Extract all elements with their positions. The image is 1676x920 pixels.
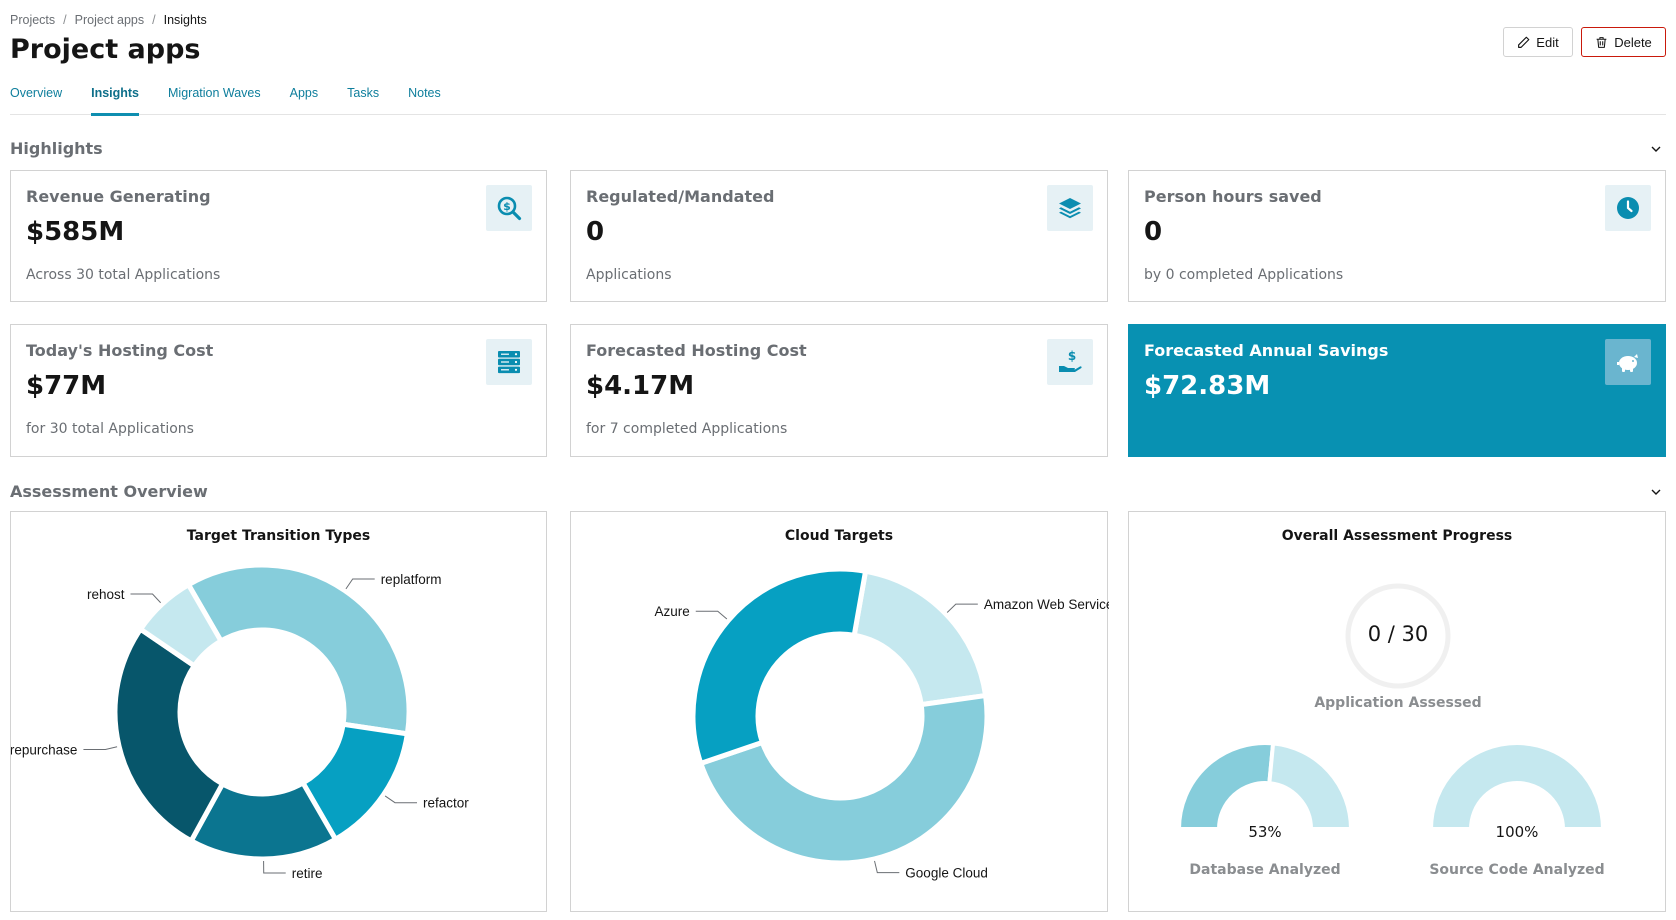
- tab-overview[interactable]: Overview: [10, 86, 63, 100]
- leader-line-google-cloud: [874, 860, 900, 874]
- overall-assessment-progress-card: Overall Assessment Progress 0 / 30 Appli…: [1128, 511, 1666, 912]
- legend-label-refactor: refactor: [423, 796, 469, 811]
- chevron-down-icon[interactable]: [1650, 143, 1662, 155]
- person-hours-saved-card: Person hours saved 0 by 0 completed Appl…: [1128, 170, 1666, 302]
- card-label: Revenue Generating: [26, 187, 211, 206]
- card-value: $585M: [26, 217, 125, 247]
- tab-insights[interactable]: Insights: [91, 86, 139, 116]
- trash-icon: [1596, 36, 1607, 48]
- progress-label: Application Assessed: [1314, 695, 1482, 711]
- card-value: $72.83M: [1144, 371, 1271, 401]
- chevron-down-icon[interactable]: [1650, 486, 1662, 498]
- card-label: Forecasted Annual Savings: [1144, 341, 1389, 360]
- cloud-donut: Amazon Web Services Google Cloud Azure: [654, 566, 1109, 881]
- hand-dollar-icon: $: [1047, 339, 1093, 385]
- card-subtext: for 30 total Applications: [26, 421, 194, 437]
- breadcrumb-separator: /: [63, 13, 67, 27]
- slice-replatform[interactable]: [185, 562, 412, 737]
- breadcrumb: Projects / Project apps / Insights: [10, 13, 207, 27]
- leader-line-retire: [263, 860, 286, 874]
- todays-hosting-cost-card: Today's Hosting Cost $77M for 30 total A…: [10, 324, 547, 457]
- layers-icon: [1047, 185, 1093, 231]
- leader-line-repurchase: [83, 746, 118, 751]
- target-transition-types-chart: Target Transition Types replatform refact…: [10, 511, 547, 912]
- breadcrumb-separator: /: [152, 13, 156, 27]
- card-label: Regulated/Mandated: [586, 187, 775, 206]
- highlights-title: Highlights: [10, 139, 103, 158]
- cloud-targets-chart: Cloud Targets Amazon Web Services Google …: [570, 511, 1109, 912]
- gauge-segment-remaining: [1267, 741, 1354, 831]
- clock-icon: [1605, 185, 1651, 231]
- svg-text:$: $: [1068, 349, 1076, 363]
- revenue-generating-card: Revenue Generating $585M Across 30 total…: [10, 170, 547, 302]
- tab-migration-waves[interactable]: Migration Waves: [168, 86, 261, 100]
- server-icon: [486, 339, 532, 385]
- piggy-bank-icon: [1605, 339, 1651, 385]
- breadcrumb-insights: Insights: [163, 13, 207, 27]
- card-value: $4.17M: [586, 371, 695, 401]
- search-dollar-icon: $: [486, 185, 532, 231]
- card-subtext: Applications: [586, 267, 672, 283]
- gauge-segment-analyzed: [1428, 741, 1606, 831]
- pencil-icon: [1518, 36, 1530, 48]
- leader-line-azure: [695, 610, 728, 620]
- source-gauge-value: 100%: [1495, 823, 1539, 841]
- forecasted-hosting-cost-card: Forecasted Hosting Cost $4.17M for 7 com…: [570, 324, 1108, 457]
- page-title: Project apps: [10, 34, 201, 65]
- legend-label-repurchase: repurchase: [11, 743, 77, 758]
- legend-label-amazon-web-services: Amazon Web Services: [984, 597, 1109, 612]
- progress-count: 0 / 30: [1367, 622, 1429, 646]
- card-value: 0: [586, 217, 605, 247]
- chart-title: Cloud Targets: [784, 528, 894, 544]
- tab-notes[interactable]: Notes: [408, 86, 441, 100]
- card-subtext: by 0 completed Applications: [1144, 267, 1344, 283]
- card-subtext: for 7 completed Applications: [586, 421, 788, 437]
- leader-line-rehost: [130, 593, 162, 604]
- svg-text:$: $: [503, 200, 511, 213]
- legend-label-replatform: replatform: [381, 572, 442, 587]
- edit-button[interactable]: Edit: [1503, 27, 1573, 57]
- slice-amazon-web-services[interactable]: [851, 568, 989, 708]
- forecasted-annual-savings-card: Forecasted Annual Savings $72.83M: [1128, 324, 1666, 457]
- card-label: Forecasted Hosting Cost: [586, 341, 807, 360]
- tab-apps[interactable]: Apps: [289, 86, 319, 100]
- legend-label-retire: retire: [292, 866, 323, 881]
- breadcrumb-project-apps[interactable]: Project apps: [74, 13, 145, 27]
- card-label: Person hours saved: [1144, 187, 1322, 206]
- delete-label: Delete: [1614, 34, 1652, 50]
- legend-label-google-cloud: Google Cloud: [905, 866, 988, 881]
- assessment-overview-title: Assessment Overview: [10, 482, 208, 501]
- database-gauge-value: 53%: [1248, 823, 1282, 841]
- progress-ring: [1345, 583, 1451, 689]
- card-value: $77M: [26, 371, 107, 401]
- gauge-segment-analyzed: [1176, 741, 1276, 831]
- legend-label-azure: Azure: [654, 604, 689, 619]
- chart-title: Overall Assessment Progress: [1281, 528, 1513, 544]
- card-value: 0: [1144, 217, 1163, 247]
- progress-gauges: [1176, 583, 1606, 831]
- source-gauge-label: Source Code Analyzed: [1429, 862, 1605, 878]
- regulated-mandated-card: Regulated/Mandated 0 Applications: [570, 170, 1108, 302]
- slice-azure[interactable]: [690, 566, 869, 767]
- card-label: Today's Hosting Cost: [26, 341, 214, 360]
- card-subtext: Across 30 total Applications: [26, 267, 221, 283]
- edit-label: Edit: [1536, 34, 1559, 50]
- slice-repurchase[interactable]: [112, 625, 226, 845]
- leader-line-replatform: [345, 578, 375, 590]
- tab-tasks[interactable]: Tasks: [347, 86, 380, 100]
- breadcrumb-projects[interactable]: Projects: [10, 13, 56, 27]
- slice-rehost[interactable]: [137, 581, 225, 670]
- delete-button[interactable]: Delete: [1581, 27, 1666, 57]
- chart-title: Target Transition Types: [186, 528, 371, 544]
- transition-donut: replatform refactor retire repurchase rehost: [11, 562, 469, 881]
- slice-google-cloud[interactable]: [697, 692, 990, 866]
- leader-line-refactor: [384, 795, 418, 804]
- leader-line-amazon-web-services: [946, 603, 978, 613]
- legend-label-rehost: rehost: [87, 587, 125, 602]
- tabs: Overview Insights Migration Waves Apps T…: [10, 86, 1666, 116]
- database-gauge-label: Database Analyzed: [1189, 862, 1341, 878]
